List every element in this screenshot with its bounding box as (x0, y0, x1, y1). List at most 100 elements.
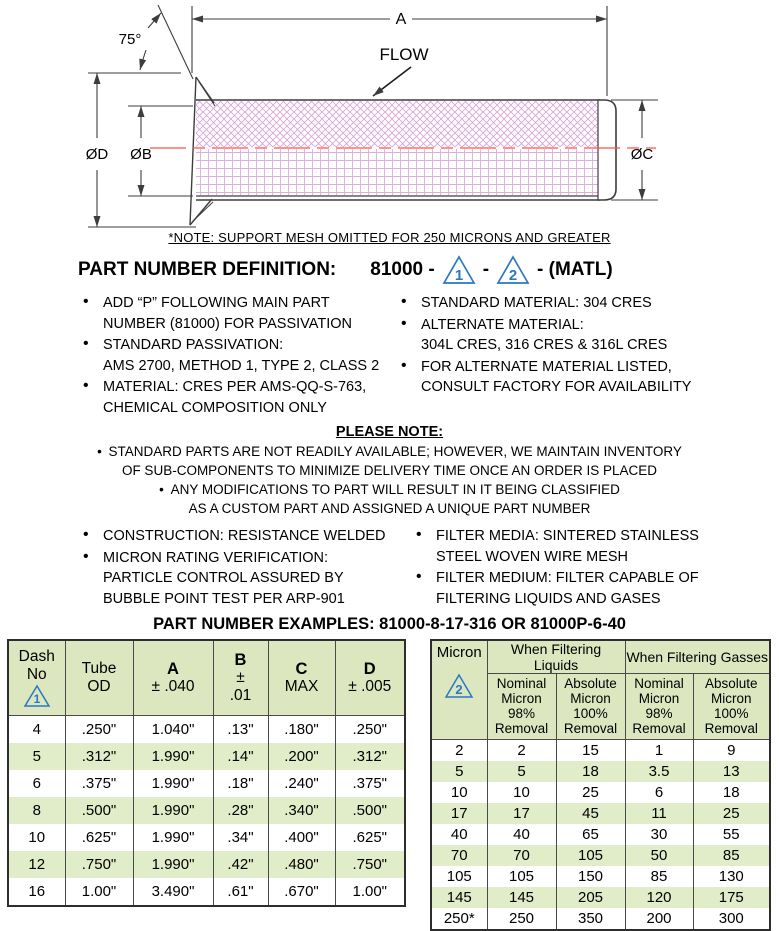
micron-table: Micron 2 When Filtering Liquids When Fil… (430, 639, 771, 931)
drawing-note: *NOTE: SUPPORT MESH OMITTED FOR 250 MICR… (168, 230, 611, 245)
construction-bullets-right: FILTER MEDIA: SINTERED STAINLESS STEEL W… (413, 525, 723, 610)
table-cell: 1.990" (132, 743, 214, 770)
table-cell: 2 (430, 739, 488, 761)
table-cell: 3.5 (624, 761, 694, 782)
subheader-absolute-liquids: Absolute Micron 100% Removal (555, 673, 626, 740)
col-header-a: A ± .040 (132, 640, 214, 716)
table-cell: .240" (267, 770, 336, 797)
table-cell: 150 (555, 866, 626, 887)
table-cell: .400" (267, 824, 336, 851)
table-cell: 105 (430, 866, 488, 887)
table-cell: .312" (64, 743, 134, 770)
dimension-b (128, 105, 193, 197)
spec-bullets-right: STANDARD MATERIAL: 304 CRES ALTERNATE MA… (398, 292, 708, 419)
spec-bullet: STANDARD MATERIAL: 304 CRES (398, 292, 708, 314)
table-cell: 3.490" (132, 878, 214, 906)
table-cell: .480" (267, 851, 336, 878)
table-cell: .200" (267, 743, 336, 770)
please-note-heading: PLEASE NOTE: (335, 424, 444, 440)
col-header-dash-no: Dash No 1 (7, 640, 66, 716)
table-cell: 200 (624, 908, 694, 930)
table-cell: 1.00" (334, 878, 406, 906)
table-cell: 130 (692, 866, 771, 887)
part-number-formula: 81000 - 1 - 2 - (MATL) (370, 255, 613, 285)
table-cell: 8 (7, 797, 66, 824)
part-number-suffix: - (MATL) (537, 259, 613, 280)
table-cell: 1.990" (132, 770, 214, 797)
table-cell: 105 (486, 866, 557, 887)
table-cell: 17 (486, 803, 557, 824)
table-cell: 1.00" (64, 878, 134, 906)
please-note-item: ANY MODIFICATIONS TO PART WILL RESULT IN… (0, 481, 779, 518)
table-cell: 70 (486, 845, 557, 866)
table-cell: .500" (64, 797, 134, 824)
micron-table-body: 2 2 15 1 9 5 5 18 3.5 13 10 10 25 6 18 17 17 45 11 25 40 40 65… (430, 739, 771, 930)
table-cell: .750" (64, 851, 134, 878)
table-row: 2 2 15 1 9 (430, 739, 771, 761)
spec-bullet: ALTERNATE MATERIAL: 304L CRES, 316 CRES … (398, 314, 708, 356)
table-row: 40 40 65 30 55 (430, 824, 771, 845)
table-cell: 300 (692, 908, 771, 930)
col-header-c: C MAX (267, 640, 336, 716)
group-header-liquids: When Filtering Liquids (486, 640, 626, 674)
part-number-dash: - (482, 259, 490, 280)
table-cell: 1.990" (132, 797, 214, 824)
dia-d-label: ØD (86, 146, 109, 163)
spec-bullet: MATERIAL: CRES PER AMS-QQ-S-763, CHEMICA… (80, 376, 398, 418)
dimension-table-body: 4.250" 1.040" .13" .180" .250" 5.312" 1.990" .1… (7, 715, 406, 906)
col-header-b: B ± .01 (212, 640, 269, 716)
table-cell: .42" (212, 851, 269, 878)
col-header-d: D ± .005 (334, 640, 406, 716)
callout-triangle-2-icon: 2 (496, 255, 530, 284)
table-row: 250* 250 350 200 300 (430, 908, 771, 930)
dim-a-label: A (396, 11, 407, 28)
table-cell: 1.990" (132, 824, 214, 851)
table-row: 5 5 18 3.5 13 (430, 761, 771, 782)
table-cell: 2 (486, 739, 557, 761)
subheader-absolute-gasses: Absolute Micron 100% Removal (692, 673, 771, 740)
table-cell: .625" (64, 824, 134, 851)
table-cell: 85 (692, 845, 771, 866)
table-cell: 250* (430, 908, 488, 930)
part-number-heading: PART NUMBER DEFINITION: (78, 259, 337, 280)
group-header-gasses: When Filtering Gasses (624, 640, 771, 674)
dimension-c (611, 99, 658, 201)
dia-b-label: ØB (130, 146, 152, 163)
table-cell: 70 (430, 845, 488, 866)
part-number-examples: PART NUMBER EXAMPLES: 81000-8-17-316 OR … (153, 615, 626, 633)
table-cell: 6 (624, 782, 694, 803)
table-cell: 120 (624, 887, 694, 908)
table-cell: 175 (692, 887, 771, 908)
callout-triangle-1-icon: 1 (442, 255, 476, 284)
table-cell: 15 (555, 739, 626, 761)
technical-drawing: A 75° ØD ØB (0, 0, 779, 228)
table-cell: 18 (692, 782, 771, 803)
spec-bullets: ADD “P” FOLLOWING MAIN PART NUMBER (8100… (0, 292, 779, 419)
table-cell: 30 (624, 824, 694, 845)
table-cell: 13 (692, 761, 771, 782)
table-cell: .625" (334, 824, 406, 851)
table-cell: 9 (692, 739, 771, 761)
subheader-nominal-gasses: Nominal Micron 98% Removal (624, 673, 694, 740)
dimension-d (88, 73, 196, 228)
table-cell: 4 (7, 715, 66, 743)
table-cell: .14" (212, 743, 269, 770)
table-cell: .670" (267, 878, 336, 906)
table-cell: 6 (7, 770, 66, 797)
table-cell: 16 (7, 878, 66, 906)
table-cell: .18" (212, 770, 269, 797)
table-cell: .312" (334, 743, 406, 770)
table-cell: .375" (64, 770, 134, 797)
table-cell: 17 (430, 803, 488, 824)
table-cell: 10 (430, 782, 488, 803)
table-row: 8.500" 1.990" .28" .340" .500" (7, 797, 406, 824)
callout-triangle-2-icon: 2 (444, 673, 474, 698)
col-header-micron: Micron 2 (430, 640, 488, 740)
spec-bullet: FOR ALTERNATE MATERIAL LISTED, CONSULT F… (398, 356, 708, 398)
table-row: 10 10 25 6 18 (430, 782, 771, 803)
col-header-tube-od: Tube OD (64, 640, 134, 716)
table-row: 17 17 45 11 25 (430, 803, 771, 824)
spec-bullet: FILTER MEDIUM: FILTER CAPABLE OF FILTERI… (413, 567, 723, 609)
table-cell: 5 (7, 743, 66, 770)
table-cell: 85 (624, 866, 694, 887)
